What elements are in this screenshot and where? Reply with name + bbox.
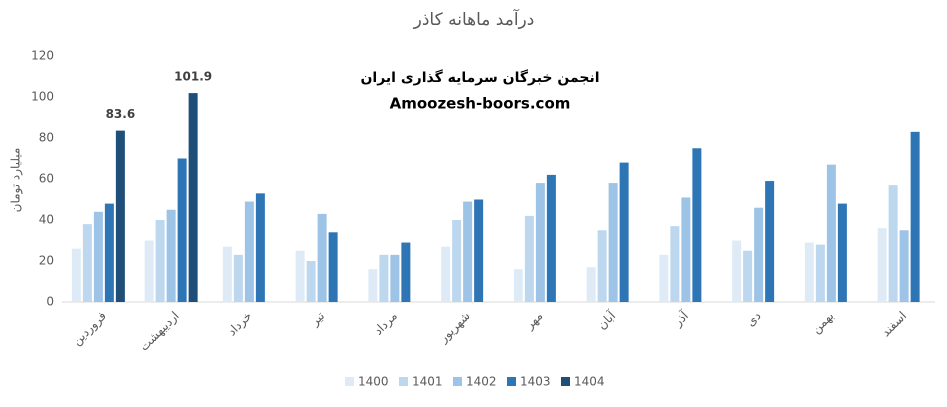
bar <box>837 203 847 302</box>
bar <box>670 226 680 302</box>
bar <box>899 230 909 302</box>
bar <box>368 269 378 302</box>
bar <box>877 228 887 302</box>
bar <box>743 250 753 302</box>
legend-label: 1401 <box>412 375 443 389</box>
legend-label: 1400 <box>358 375 389 389</box>
legend-label: 1402 <box>466 375 497 389</box>
x-tick-label: بهمن <box>809 309 837 337</box>
y-tick-label: 20 <box>39 254 54 268</box>
watermark: Amoozesh-boors.com <box>390 95 571 113</box>
legend-swatch <box>453 377 462 386</box>
bar <box>586 267 596 302</box>
bar <box>804 242 814 302</box>
bar <box>619 162 629 302</box>
bar <box>513 269 523 302</box>
x-tick-label: مهر <box>522 309 546 333</box>
bar <box>379 254 389 302</box>
x-tick-label: آبان <box>594 308 619 333</box>
bar <box>166 209 176 302</box>
x-tick-label: دی <box>743 309 763 329</box>
legend-swatch <box>561 377 570 386</box>
x-tick-label: اردیبهشت <box>137 309 183 355</box>
bar <box>474 199 484 302</box>
legend-swatch <box>507 377 516 386</box>
bar <box>390 254 400 302</box>
bar <box>155 220 165 302</box>
x-tick-label: اسفند <box>879 309 910 340</box>
bar <box>888 185 898 302</box>
bar <box>222 246 232 302</box>
bar <box>188 93 198 302</box>
x-tick-label: فروردین <box>70 309 110 349</box>
y-tick-label: 100 <box>31 90 54 104</box>
legend-swatch <box>399 377 408 386</box>
bar <box>255 193 265 302</box>
x-tick-label: مرداد <box>371 309 401 339</box>
data-label: 83.6 <box>106 107 136 121</box>
bar <box>306 261 316 302</box>
bar <box>328 232 338 302</box>
x-tick-label: تیر <box>307 309 328 330</box>
bar <box>233 254 243 302</box>
bar <box>826 164 836 302</box>
bar <box>754 207 764 302</box>
watermark: انجمن خبرگان سرمایه گذاری ایران <box>360 69 599 86</box>
bar <box>910 131 920 302</box>
bar <box>659 254 669 302</box>
bar <box>681 197 691 302</box>
bar <box>244 201 254 302</box>
bar <box>71 248 81 302</box>
bar <box>115 130 125 302</box>
bar <box>535 183 545 302</box>
bar <box>295 250 305 302</box>
y-tick-label: 60 <box>39 172 54 186</box>
bar <box>815 244 825 302</box>
y-tick-label: 120 <box>31 49 54 63</box>
bar <box>144 240 154 302</box>
legend-swatch <box>345 377 354 386</box>
chart-title: درآمد ماهانه کاذر <box>413 8 535 30</box>
bar <box>441 246 451 302</box>
bar <box>177 158 187 302</box>
y-tick-label: 0 <box>46 295 54 309</box>
bar <box>401 242 411 302</box>
legend-label: 1403 <box>520 375 551 389</box>
bar <box>104 203 114 302</box>
bar <box>463 201 473 302</box>
x-tick-label: شهریور <box>436 309 474 347</box>
y-tick-label: 80 <box>39 131 54 145</box>
bar <box>765 181 775 302</box>
bar <box>732 240 742 302</box>
bar <box>317 213 327 302</box>
data-label: 101.9 <box>174 70 212 84</box>
bar <box>93 211 103 302</box>
bar <box>524 215 534 302</box>
bar <box>692 148 702 302</box>
bar <box>597 230 607 302</box>
y-tick-label: 40 <box>39 213 54 227</box>
y-axis-label: میلیارد تومان <box>9 148 24 213</box>
bar <box>546 174 556 302</box>
x-tick-label: آذر <box>669 308 692 331</box>
x-tick-label: خرداد <box>225 309 255 339</box>
legend-label: 1404 <box>574 375 605 389</box>
bar <box>608 183 618 302</box>
bar <box>82 224 92 302</box>
bar <box>452 220 462 302</box>
